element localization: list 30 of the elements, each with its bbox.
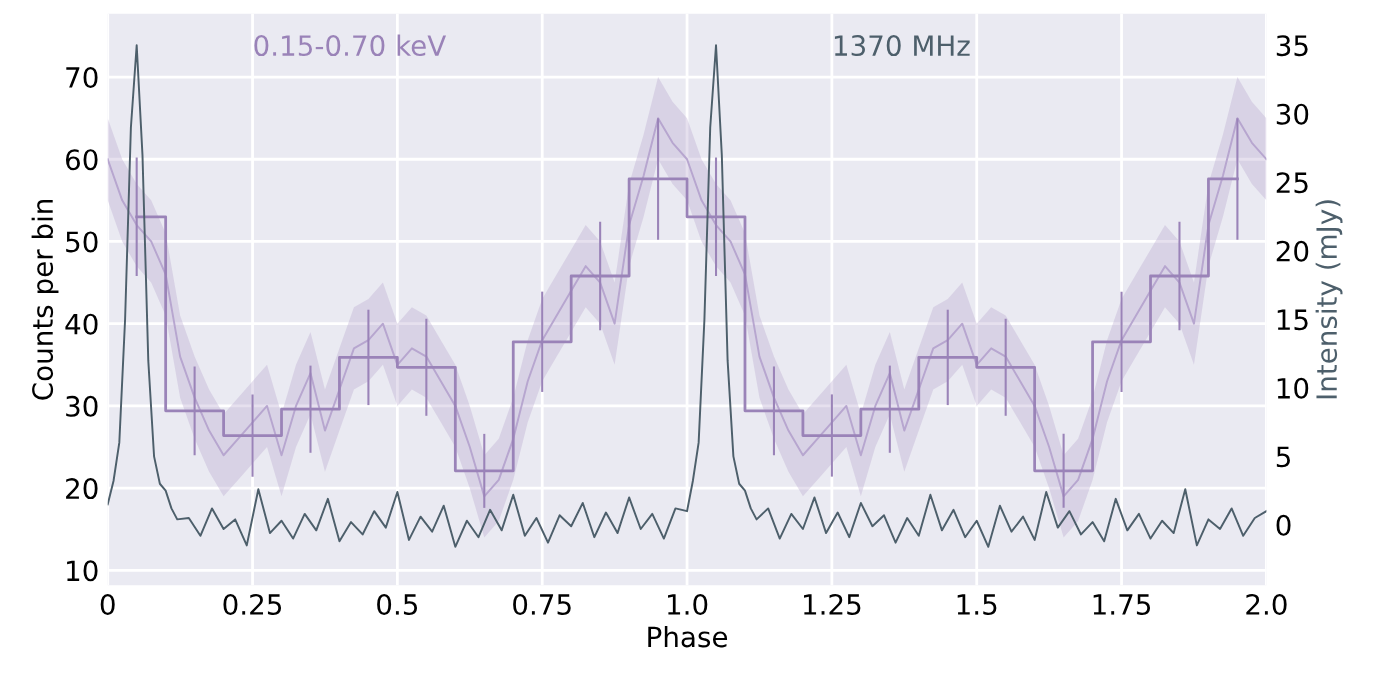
x-tick-label: 0.75 xyxy=(513,593,571,615)
x-tick-label: 0.25 xyxy=(223,593,282,615)
text: 1370 MHz xyxy=(834,35,970,57)
y-tick-label: 30 xyxy=(66,395,98,417)
x-tick-label: 1.75 xyxy=(1093,594,1151,615)
y-tick-label: 40 xyxy=(65,313,98,335)
y-tick-label: 50 xyxy=(66,231,98,253)
y2-tick-label: 25 xyxy=(1276,172,1308,194)
x-tick-label: 0.5 xyxy=(377,593,418,615)
y-tick-label: 70 xyxy=(66,66,98,88)
y2-tick-label: 0 xyxy=(1276,514,1291,536)
y2-tick-label: 15 xyxy=(1277,309,1308,331)
x-tick-label: 1.5 xyxy=(957,594,997,615)
y2-tick-label: 10 xyxy=(1277,377,1309,399)
y2-tick-label: 20 xyxy=(1276,240,1309,262)
x-tick-label: 1.25 xyxy=(804,593,861,615)
y2-tick-label: 5 xyxy=(1276,446,1290,468)
x-tick-label: 2.0 xyxy=(1246,593,1287,615)
y2-axis-title: Intensity (mJy) xyxy=(1315,200,1343,399)
line-series xyxy=(107,117,1267,498)
x-tick-label: 1.0 xyxy=(668,593,708,615)
y-axis-title: Counts per bin xyxy=(31,199,59,400)
y2-tick-label: 30 xyxy=(1276,103,1309,125)
y-tick-label: 60 xyxy=(65,149,98,171)
x-tick-label: 0 xyxy=(100,593,115,615)
y-tick-label: 10 xyxy=(67,560,98,582)
y2-tick-label: 35 xyxy=(1276,35,1308,57)
text: 0.15-0.70 keV xyxy=(254,34,447,57)
y-tick-label: 20 xyxy=(66,478,98,500)
x-axis-title: Phase xyxy=(648,625,728,648)
